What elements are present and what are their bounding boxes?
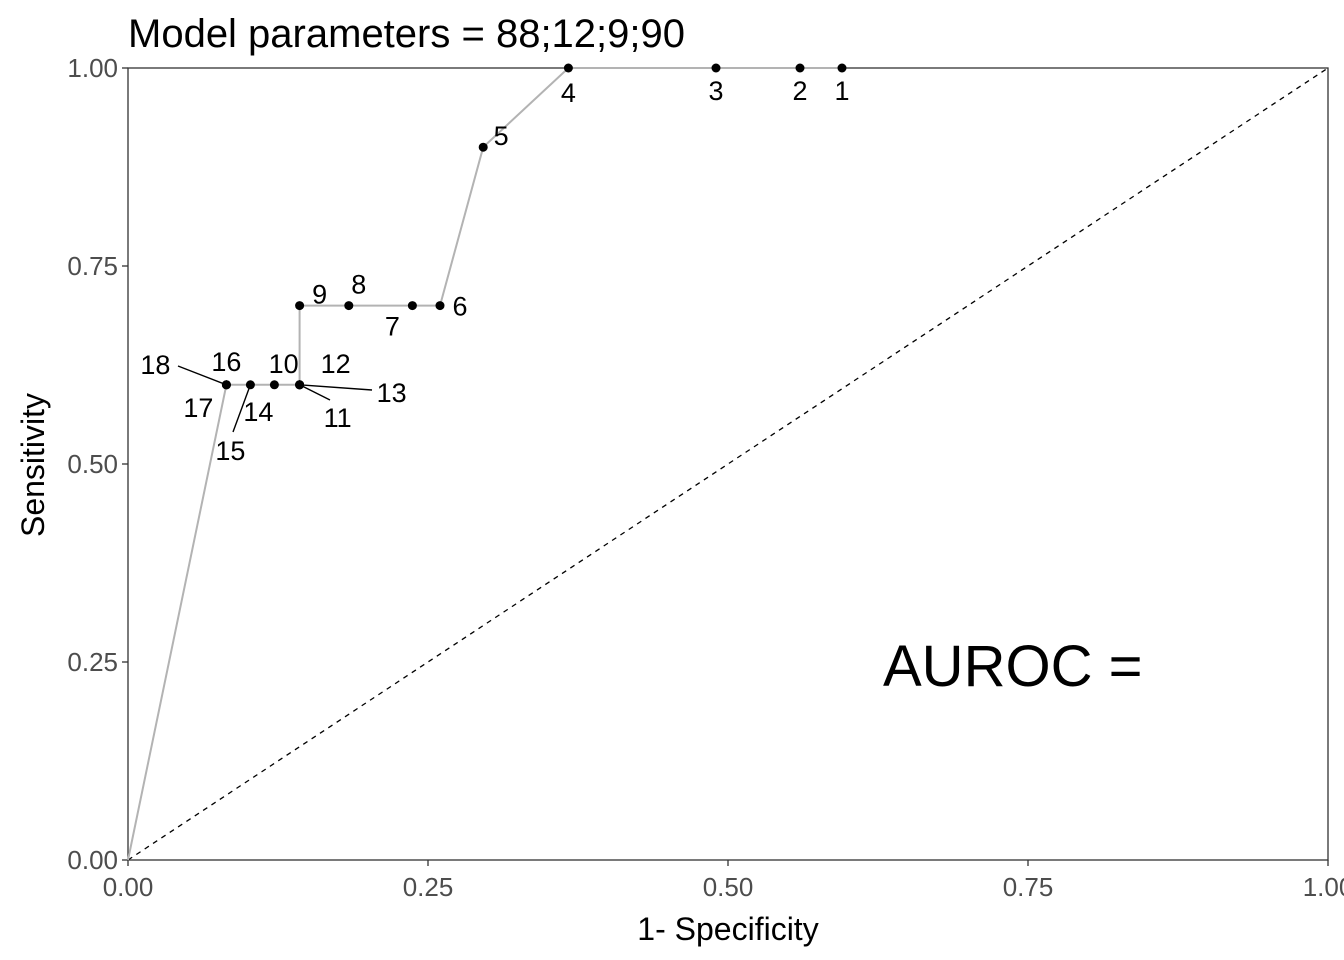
leader-line-15: [232, 384, 252, 433]
x-tick-label: 0.75: [1003, 872, 1054, 902]
data-point-label-13: 13: [377, 378, 407, 408]
x-tick-label: 1.00: [1303, 872, 1344, 902]
data-point-label-4: 4: [561, 78, 576, 108]
leader-line-13: [299, 384, 373, 391]
x-axis-title: 1- Specificity: [637, 911, 818, 947]
data-point-label-3: 3: [708, 76, 723, 106]
data-point-13: [295, 380, 305, 390]
data-point-2: [795, 63, 805, 73]
x-tick-label: 0.50: [703, 872, 754, 902]
x-tick-label: 0.25: [403, 872, 454, 902]
data-point-7: [407, 301, 417, 311]
data-point-3: [711, 63, 721, 73]
data-point-8: [344, 301, 354, 311]
y-tick-label: 0.75: [67, 251, 118, 281]
data-point-label-17: 17: [183, 393, 213, 423]
data-point-label-10: 10: [269, 349, 299, 379]
data-point-label-6: 6: [452, 292, 467, 322]
data-point-label-16: 16: [211, 347, 241, 377]
data-point-6: [435, 301, 445, 311]
y-tick-label: 0.25: [67, 647, 118, 677]
y-tick-label: 1.00: [67, 53, 118, 83]
leader-line-11: [299, 384, 331, 401]
data-point-1: [837, 63, 847, 73]
y-tick-label: 0.00: [67, 845, 118, 875]
data-point-label-1: 1: [834, 76, 849, 106]
data-point-15: [245, 380, 255, 390]
data-point-label-9: 9: [312, 280, 327, 310]
data-point-5: [478, 142, 488, 152]
data-point-label-15: 15: [215, 436, 245, 466]
data-point-9: [295, 301, 305, 311]
data-point-label-5: 5: [494, 121, 509, 151]
data-point-label-14: 14: [243, 397, 273, 427]
data-point-label-7: 7: [385, 312, 400, 342]
data-point-label-2: 2: [792, 76, 807, 106]
y-tick-label: 0.50: [67, 449, 118, 479]
x-tick-label: 0.00: [103, 872, 154, 902]
reference-diagonal-line: [127, 67, 1329, 861]
data-point-4: [563, 63, 573, 73]
y-axis-title: Sensitivity: [15, 393, 51, 537]
data-point-label-8: 8: [351, 270, 366, 300]
leader-line-18: [177, 365, 227, 386]
chart-title: Model parameters = 88;12;9;90: [128, 12, 685, 56]
data-point-18: [221, 380, 231, 390]
data-point-label-11: 11: [324, 403, 352, 433]
data-point-14: [269, 380, 279, 390]
data-point-label-12: 12: [321, 349, 351, 379]
data-point-label-18: 18: [140, 350, 170, 380]
auroc-annotation: AUROC =: [883, 634, 1142, 699]
